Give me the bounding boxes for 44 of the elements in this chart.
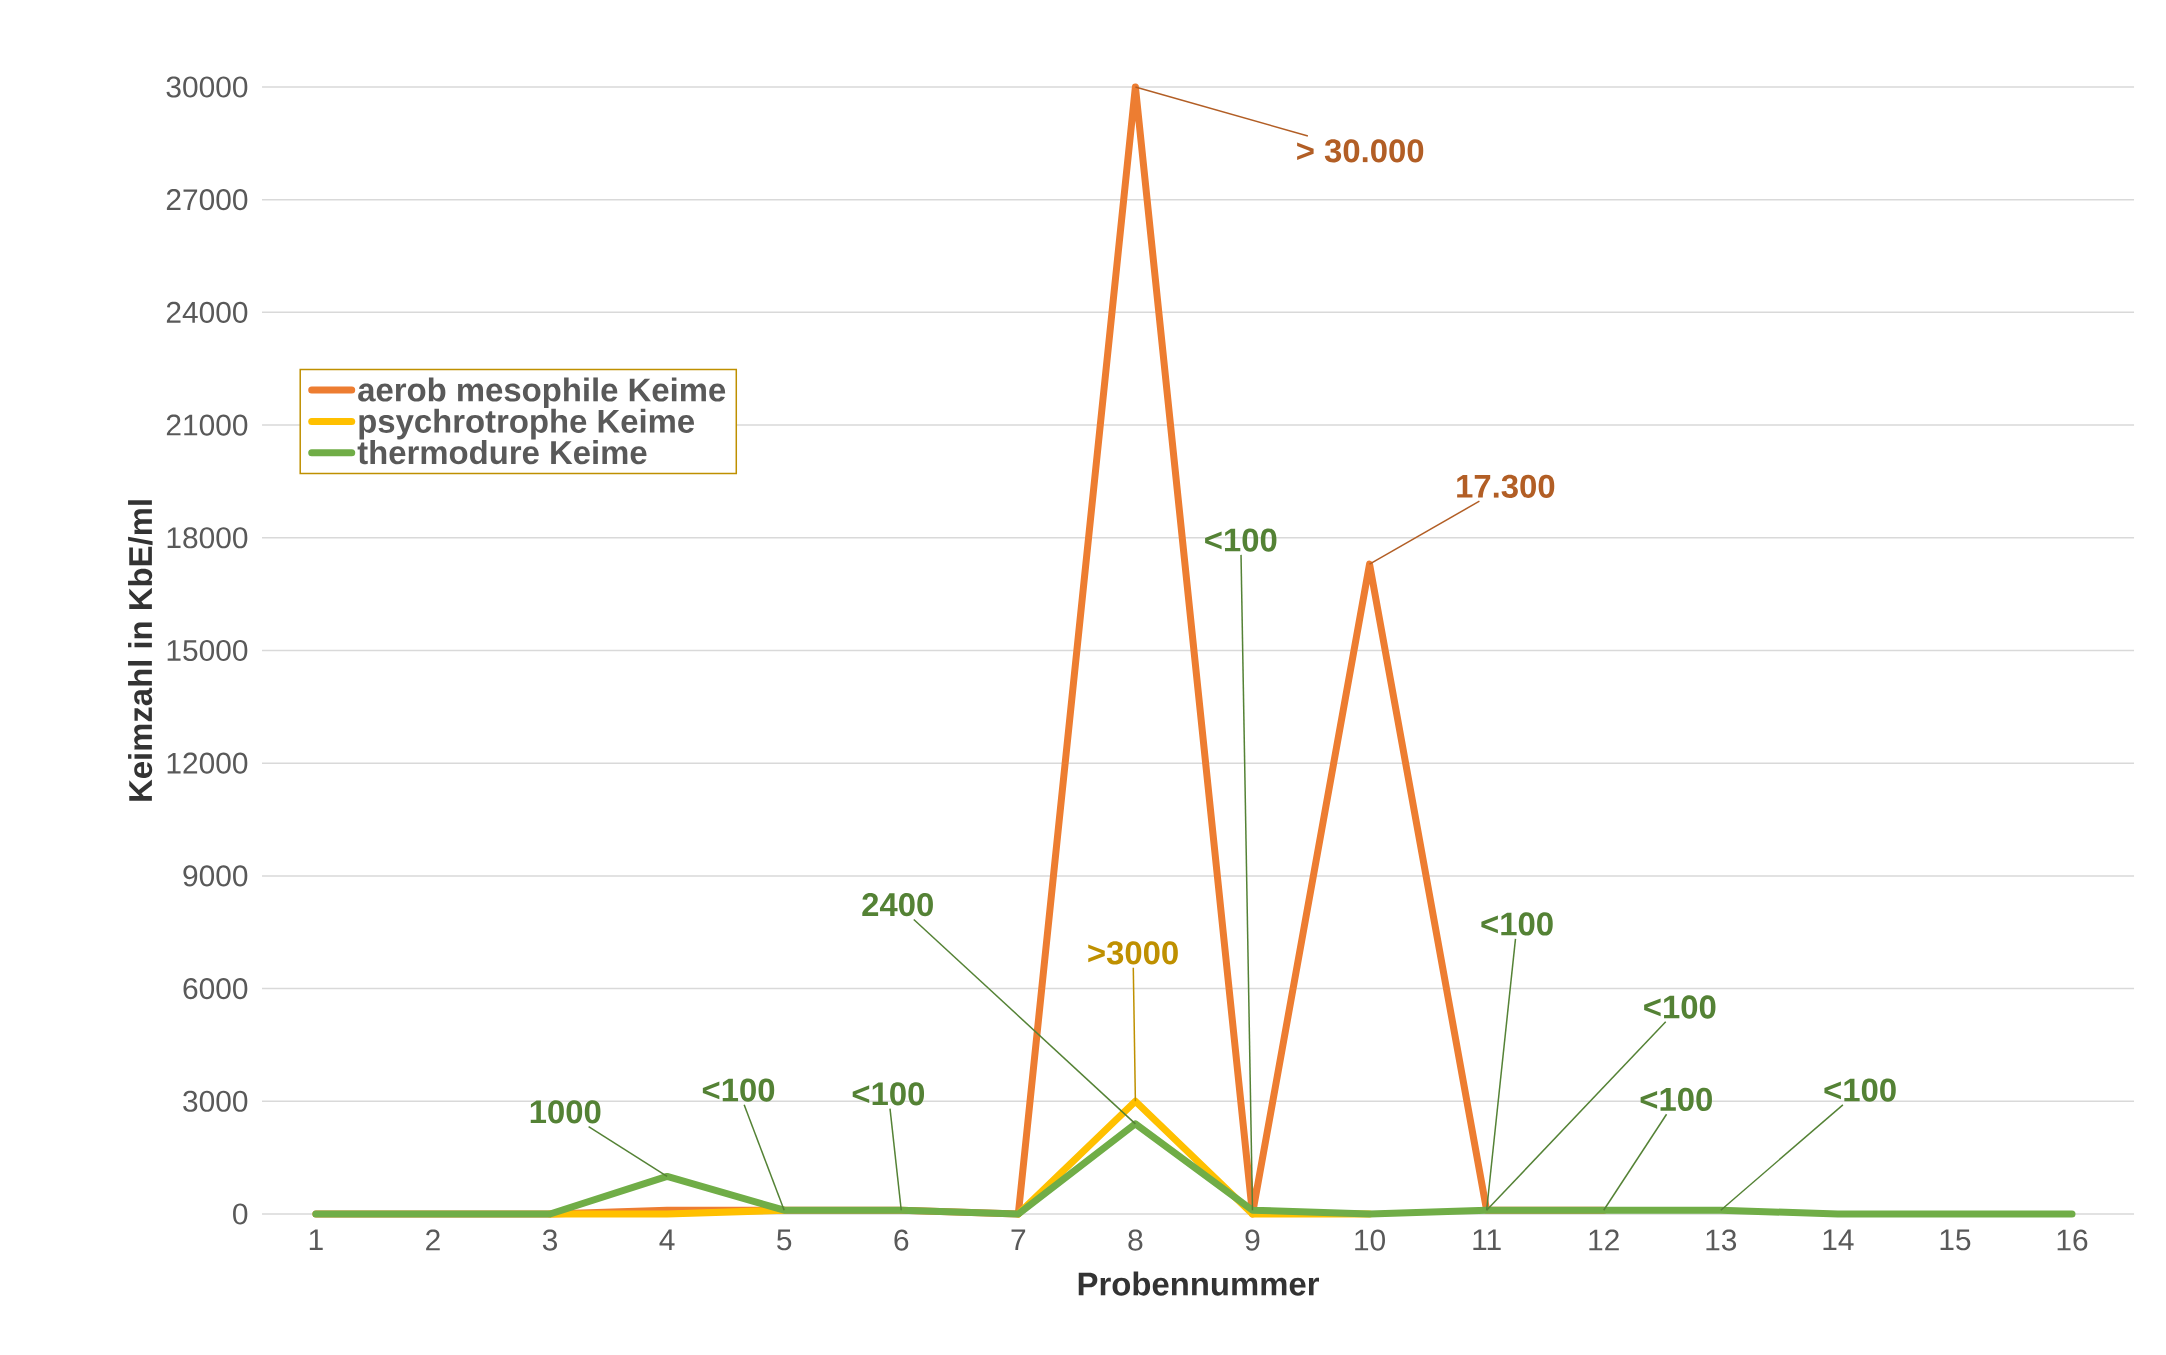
y-tick-label: 24000 [166, 301, 248, 323]
annotation: 17.300 [1457, 474, 1555, 498]
x-tick-label: 1 [309, 1229, 323, 1251]
x-tick-label: 13 [1706, 1229, 1737, 1251]
legend-label: thermodure Keime [357, 440, 647, 465]
y-tick-label: 6000 [183, 977, 248, 1000]
x-tick-label: 10 [1355, 1229, 1385, 1251]
y-axis-title: Keimzahl in KbE/ml [128, 500, 153, 801]
y-tick-label: 15000 [167, 639, 248, 662]
annotation: <100 [702, 1078, 775, 1102]
x-tick-label: 5 [777, 1229, 792, 1251]
annotation: >3000 [1088, 941, 1178, 965]
y-tick-label: 9000 [183, 865, 248, 887]
x-axis-title: Probennummer [1078, 1271, 1320, 1296]
x-tick-label: 4 [659, 1229, 675, 1251]
legend-label: psychrotrophe Keime [359, 408, 695, 440]
y-tick-label: 21000 [166, 414, 248, 436]
x-tick-label: 9 [1245, 1229, 1260, 1251]
y-tick-label: 12000 [167, 752, 248, 774]
x-tick-label: 15 [1940, 1229, 1971, 1251]
x-tick-label: 12 [1589, 1229, 1619, 1251]
x-tick-label: 16 [2057, 1229, 2088, 1251]
x-tick-label: 8 [1128, 1229, 1143, 1251]
y-tick-label: 27000 [166, 189, 248, 211]
x-tick-label: 2 [426, 1229, 440, 1251]
annotation: > 30.000 [1297, 139, 1424, 163]
annotation: <100 [1824, 1078, 1896, 1102]
annotation: <100 [1644, 995, 1716, 1019]
annotation: <100 [852, 1082, 925, 1106]
y-tick-label: 3000 [183, 1090, 248, 1112]
y-tick-label: 18000 [167, 527, 248, 549]
annotation: 2400 [862, 892, 933, 917]
y-tick-label: 30000 [166, 76, 248, 98]
annotation: <100 [1205, 528, 1277, 552]
x-tick-label: 6 [894, 1229, 909, 1251]
x-tick-label: 3 [542, 1229, 558, 1251]
x-tick-label: 7 [1011, 1229, 1026, 1251]
annotation: <100 [1481, 912, 1553, 936]
annotation: 1000 [530, 1100, 601, 1124]
y-tick-label: 0 [233, 1203, 248, 1225]
x-tick-label: 11 [1473, 1229, 1501, 1251]
x-tick-label: 14 [1823, 1229, 1854, 1251]
legend-label: aerob mesophile Keime [358, 377, 726, 409]
annotation: <100 [1640, 1087, 1712, 1112]
